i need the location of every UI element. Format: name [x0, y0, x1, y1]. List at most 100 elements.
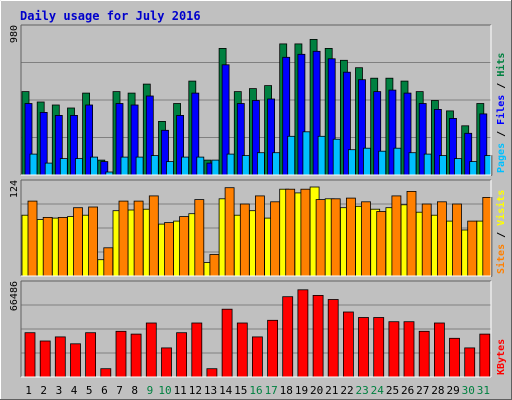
x-tick-day-25: 25	[386, 384, 399, 397]
legend-entry: Files	[495, 95, 507, 125]
bar-pages-day-11	[181, 156, 190, 176]
bar-pages-day-16	[256, 152, 265, 176]
legend-entry: Pages	[496, 143, 507, 173]
bar-sites-day-30	[467, 220, 478, 277]
bar-pages-day-20	[317, 135, 326, 176]
bar-pages-day-22	[347, 149, 356, 176]
bar-kbytes-day-13	[206, 368, 218, 378]
bar-sites-day-29	[452, 203, 462, 277]
bar-sites-day-1	[27, 200, 38, 277]
bar-kbytes-day-2	[39, 340, 51, 378]
x-tick-day-10: 10	[158, 384, 171, 397]
bar-kbytes-day-14	[221, 308, 233, 378]
bar-sites-day-21	[330, 198, 341, 277]
x-tick-day-3: 3	[56, 384, 63, 397]
legend-entry: /	[496, 125, 507, 143]
bar-sites-day-6	[103, 247, 114, 277]
bar-sites-day-17	[270, 201, 281, 277]
bar-kbytes-day-22	[342, 311, 354, 378]
bar-kbytes-day-24	[373, 317, 385, 378]
bar-pages-day-24	[378, 150, 387, 176]
bar-pages-day-23	[363, 147, 371, 176]
bar-sites-day-24	[376, 211, 387, 277]
bar-sites-day-2	[42, 216, 53, 277]
bar-sites-day-16	[254, 195, 265, 277]
bar-kbytes-day-19	[297, 289, 309, 378]
y-max-label: 124	[9, 180, 20, 198]
bar-kbytes-day-16	[251, 336, 263, 378]
bar-pages-day-3	[59, 158, 68, 176]
bar-sites-day-19	[300, 188, 311, 277]
legend-entry: Visits	[495, 190, 507, 226]
bar-kbytes-day-3	[54, 336, 66, 378]
bar-pages-day-5	[90, 156, 98, 176]
bar-sites-day-11	[179, 216, 190, 277]
bar-kbytes-day-7	[115, 330, 127, 378]
bar-pages-day-12	[196, 156, 205, 176]
bar-sites-day-31	[482, 196, 493, 277]
x-tick-day-26: 26	[401, 384, 414, 397]
bar-kbytes-day-10	[161, 347, 172, 378]
x-tick-day-23: 23	[355, 384, 368, 397]
bar-sites-day-23	[361, 201, 371, 277]
x-tick-day-13: 13	[204, 384, 217, 397]
bar-sites-day-3	[57, 216, 68, 277]
panel-3: 66486 KBytes	[9, 280, 507, 378]
bar-kbytes-day-26	[403, 321, 415, 378]
x-tick-labels: 1 2 3 4 5 6 7 8 9 10 11 12 13 14 15 16 17 18 19 20 21 22 23 24 2…	[25, 384, 490, 397]
x-tick-day-22: 22	[340, 384, 353, 397]
legend-entry: /	[496, 77, 507, 95]
x-tick-day-29: 29	[446, 384, 459, 397]
x-tick-day-12: 12	[189, 384, 202, 397]
x-tick-day-24: 24	[371, 384, 385, 397]
bar-kbytes-day-1	[24, 332, 36, 378]
bar-pages-day-18	[287, 135, 296, 176]
bar-pages-day-26	[408, 152, 417, 176]
panel-legend: KBytes	[496, 339, 507, 375]
bar-pages-day-7	[120, 156, 129, 176]
bar-sites-day-5	[88, 206, 98, 277]
bar-sites-day-12	[194, 199, 205, 277]
legend-entry: KBytes	[496, 339, 507, 375]
bar-sites-day-7	[118, 200, 129, 277]
bar-sites-day-28	[436, 201, 447, 277]
x-tick-day-11: 11	[174, 384, 187, 397]
bar-kbytes-day-31	[479, 333, 491, 378]
bar-pages-day-30	[469, 161, 478, 176]
bar-sites-day-20	[315, 199, 326, 277]
x-tick-day-30: 30	[462, 384, 475, 397]
bar-kbytes-day-30	[464, 347, 476, 378]
bar-pages-day-2	[44, 162, 53, 176]
bar-kbytes-day-20	[312, 294, 324, 378]
bar-pages-day-4	[75, 158, 83, 176]
bar-kbytes-day-17	[267, 319, 279, 378]
bar-kbytes-day-18	[282, 296, 294, 378]
bar-sites-day-14	[224, 187, 235, 277]
bar-kbytes-day-25	[388, 321, 400, 378]
x-tick-day-17: 17	[265, 384, 278, 397]
panel-1: 980 Pages / Files / Hits	[9, 24, 507, 176]
bar-kbytes-day-4	[70, 343, 81, 378]
x-tick-day-19: 19	[295, 384, 308, 397]
bar-kbytes-day-8	[130, 333, 142, 378]
panel-legend: Sites / Visits	[495, 190, 507, 274]
bar-sites-day-26	[406, 190, 417, 277]
x-tick-day-8: 8	[131, 384, 138, 397]
bar-pages-day-1	[29, 153, 38, 176]
bar-kbytes-day-21	[327, 299, 339, 378]
legend-entry: Sites	[495, 244, 507, 274]
bar-kbytes-day-29	[449, 337, 460, 378]
x-tick-day-9: 9	[147, 384, 154, 397]
bar-sites-day-15	[239, 203, 250, 277]
bar-pages-day-8	[135, 156, 144, 176]
panel-legend: Pages / Files / Hits	[495, 53, 507, 173]
x-tick-day-7: 7	[116, 384, 123, 397]
bar-pages-day-9	[150, 155, 159, 176]
bar-sites-day-4	[73, 207, 83, 277]
x-tick-day-21: 21	[325, 384, 338, 397]
x-tick-day-27: 27	[416, 384, 429, 397]
x-tick-day-15: 15	[234, 384, 247, 397]
bar-sites-day-13	[209, 254, 220, 277]
bar-sites-day-18	[285, 188, 296, 277]
bar-kbytes-day-28	[433, 322, 445, 378]
